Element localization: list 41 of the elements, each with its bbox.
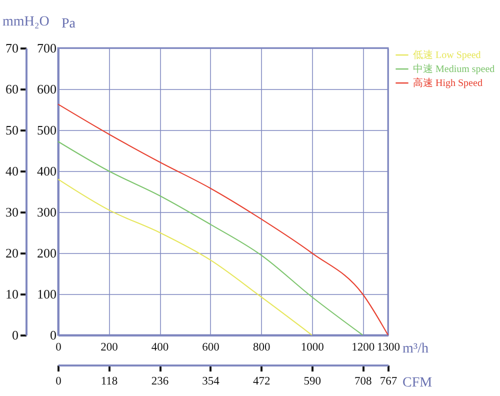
y2-tick-label: 200	[37, 246, 56, 260]
y-tick-label: 30	[6, 204, 18, 220]
y2-tick-label: 100	[37, 286, 56, 302]
x2-axis-title: CFM	[402, 376, 433, 390]
x-tick-label: 1000	[300, 342, 324, 354]
y2-axis-title: Pa	[62, 16, 76, 32]
legend-label: 中速 Medium speed	[413, 63, 495, 75]
x2-tick-label: 767	[380, 376, 398, 388]
y2-tick-label: 600	[37, 82, 56, 96]
x2-tick-label: 590	[304, 376, 322, 388]
y2-tick-label: 300	[37, 204, 56, 220]
x2-tick-label: 708	[354, 376, 372, 388]
x2-tick-label: 354	[202, 376, 220, 388]
y-tick-label: 50	[6, 122, 18, 138]
y-tick-label: 60	[6, 82, 18, 96]
x-tick-label: 200	[100, 342, 118, 354]
legend-label: 高速 High Speed	[413, 77, 482, 89]
x2-tick-label: 472	[252, 376, 270, 388]
y2-tick-label: 400	[37, 164, 56, 178]
y-axis-title: mmH₂O	[2, 14, 50, 30]
x-tick-label: 1300	[377, 342, 400, 354]
x-tick-label: 1200	[352, 342, 375, 354]
line-series	[57, 178, 312, 336]
y2-tick-label: 500	[37, 122, 56, 138]
x2-tick-label: 0	[56, 376, 62, 388]
y2-tick-label: 700	[37, 40, 56, 56]
y-tick-label: 10	[6, 286, 18, 302]
y-tick-label: 0	[12, 328, 18, 342]
x-axis-title: m³/h	[402, 342, 428, 356]
y-tick-label: 20	[6, 246, 18, 260]
y-tick-label: 70	[6, 40, 18, 56]
x2-tick-label: 236	[151, 376, 169, 388]
x-tick-label: 600	[202, 342, 220, 354]
x-tick-label: 0	[56, 342, 62, 354]
y2-tick-label: 0	[50, 328, 56, 342]
x-tick-label: 800	[252, 342, 270, 354]
line-series	[57, 140, 364, 336]
x2-tick-label: 118	[100, 376, 118, 388]
legend-label: 低速 Low Speed	[413, 49, 481, 61]
x-tick-label: 400	[151, 342, 169, 354]
y-tick-label: 40	[6, 164, 18, 178]
